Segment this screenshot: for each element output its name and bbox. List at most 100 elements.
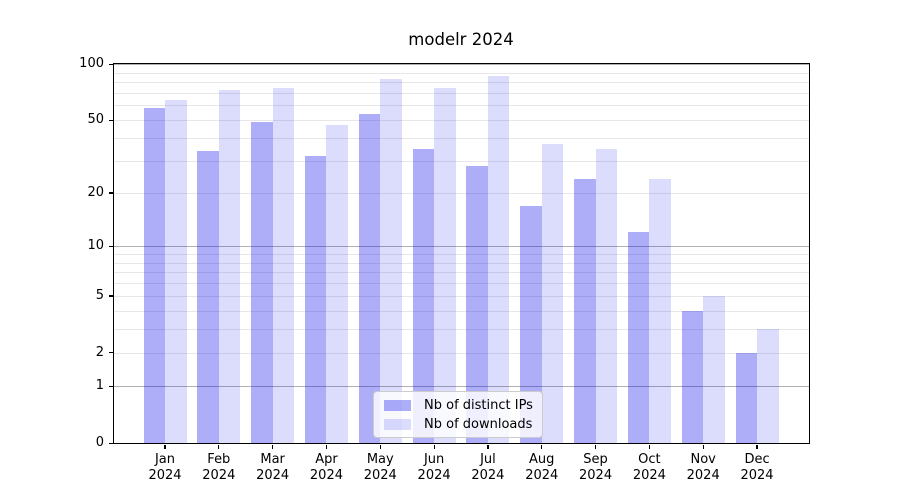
legend-swatch-downloads	[384, 418, 411, 430]
x-axis-label-sep: Sep 2024	[568, 452, 624, 483]
bar-feb-distinct-ips	[197, 151, 219, 443]
x-label-year: 2024	[256, 467, 290, 483]
x-label-year: 2024	[417, 467, 451, 483]
y-axis-label-5: 5	[95, 287, 104, 303]
x-label-year: 2024	[525, 467, 559, 483]
y-tick-mark-0	[108, 442, 113, 444]
x-tick-mark-jul	[487, 445, 489, 449]
bar-sep-downloads	[595, 148, 618, 443]
y-axis-label-10: 10	[87, 238, 104, 254]
gridline-major-100	[113, 64, 809, 65]
x-axis-label-aug: Aug 2024	[514, 452, 570, 483]
gridline-minor-90	[113, 72, 809, 74]
y-axis-label-2: 2	[95, 344, 104, 360]
bar-oct-downloads	[649, 178, 671, 443]
x-axis-label-jul: Jul 2024	[460, 452, 516, 483]
x-tick-mark-aug	[541, 445, 543, 449]
x-axis-label-feb: Feb 2024	[191, 452, 247, 483]
gridline-minor-2	[113, 352, 809, 354]
legend-label-downloads: Nb of downloads	[424, 416, 533, 432]
gridline-minor-70	[113, 92, 809, 94]
bar-apr-downloads	[326, 125, 348, 443]
bar-nov-distinct-ips	[681, 310, 704, 443]
bar-may-distinct-ips	[358, 113, 381, 443]
x-label-year: 2024	[686, 467, 720, 483]
gridline-minor-5	[113, 295, 809, 297]
gridline-minor-3	[113, 329, 809, 331]
gridline-major-10	[113, 246, 809, 248]
x-tick-mark-sep	[594, 445, 597, 449]
x-axis-label-mar: Mar 2024	[245, 452, 301, 483]
bar-nov-downloads	[703, 295, 725, 443]
y-tick-mark-2	[108, 352, 113, 354]
x-label-month: Apr	[315, 452, 338, 467]
x-tick-mark-nov	[702, 445, 704, 449]
bar-may-downloads	[380, 79, 402, 443]
bar-jul-downloads	[487, 76, 510, 443]
bar-jun-downloads	[434, 88, 456, 443]
x-axis-label-jun: Jun 2024	[406, 452, 462, 483]
x-label-year: 2024	[632, 467, 666, 483]
x-label-year: 2024	[309, 467, 343, 483]
x-label-month: Nov	[690, 452, 716, 467]
gridline-minor-7	[113, 272, 809, 274]
x-label-month: May	[366, 452, 394, 467]
gridline-minor-80	[113, 82, 809, 84]
gridline-minor-50	[113, 120, 809, 122]
gridline-minor-60	[113, 105, 809, 107]
gridline-minor-20	[113, 192, 809, 194]
x-label-month: Oct	[638, 452, 661, 467]
bar-jul-distinct-ips	[466, 166, 488, 443]
gridline-minor-8	[113, 262, 809, 264]
x-label-month: Feb	[207, 452, 231, 467]
x-label-year: 2024	[148, 467, 182, 483]
bar-dec-downloads	[757, 329, 779, 443]
x-tick-mark-oct	[648, 445, 650, 449]
legend-entry-downloads: Nb of downloads	[384, 417, 542, 432]
y-tick-mark-10	[108, 245, 113, 247]
bar-feb-downloads	[218, 89, 241, 443]
y-tick-mark-100	[108, 63, 113, 65]
gridline-minor-40	[113, 138, 809, 140]
y-axis-label-0: 0	[95, 435, 104, 450]
legend-label-distinct-ips: Nb of distinct IPs	[424, 397, 533, 413]
x-label-year: 2024	[740, 467, 774, 483]
gridline-minor-4	[113, 310, 809, 312]
y-tick-mark-50	[108, 119, 113, 121]
gridline-major-1	[113, 386, 809, 388]
x-tick-mark-feb	[218, 445, 220, 449]
x-label-year: 2024	[471, 467, 505, 483]
x-label-year: 2024	[202, 467, 236, 483]
x-tick-mark-jan	[164, 445, 166, 449]
x-label-month: Aug	[529, 452, 555, 467]
x-label-month: Mar	[260, 452, 285, 467]
legend-swatch-distinct-ips	[384, 399, 411, 411]
x-axis-label-dec: Dec 2024	[729, 452, 785, 483]
y-tick-mark-1	[108, 385, 113, 387]
y-tick-mark-20	[108, 192, 113, 194]
bar-aug-distinct-ips	[520, 205, 542, 443]
gridline-minor-30	[113, 160, 809, 162]
legend-entry-distinct-ips: Nb of distinct IPs	[384, 398, 542, 413]
bar-jan-distinct-ips	[143, 108, 165, 443]
y-axis-label-20: 20	[87, 184, 104, 200]
x-axis-label-may: May 2024	[352, 452, 408, 483]
x-tick-mark-dec	[756, 445, 758, 449]
bar-dec-distinct-ips	[735, 352, 758, 443]
legend: Nb of distinct IPs Nb of downloads	[373, 391, 543, 438]
x-axis-label-oct: Oct 2024	[621, 452, 677, 483]
bar-aug-downloads	[541, 144, 564, 443]
bar-oct-distinct-ips	[627, 232, 650, 443]
x-axis-label-jan: Jan 2024	[137, 452, 193, 483]
x-axis-label-apr: Apr 2024	[298, 452, 354, 483]
chart-title: modelr 2024	[408, 30, 514, 49]
bar-apr-distinct-ips	[304, 155, 327, 443]
gridline-minor-6	[113, 283, 809, 285]
x-label-year: 2024	[579, 467, 613, 483]
bar-jun-distinct-ips	[412, 148, 435, 443]
y-axis-label-50: 50	[87, 112, 104, 128]
x-axis-label-nov: Nov 2024	[675, 452, 731, 483]
x-label-month: Jun	[423, 452, 445, 467]
bar-jan-downloads	[165, 100, 187, 443]
